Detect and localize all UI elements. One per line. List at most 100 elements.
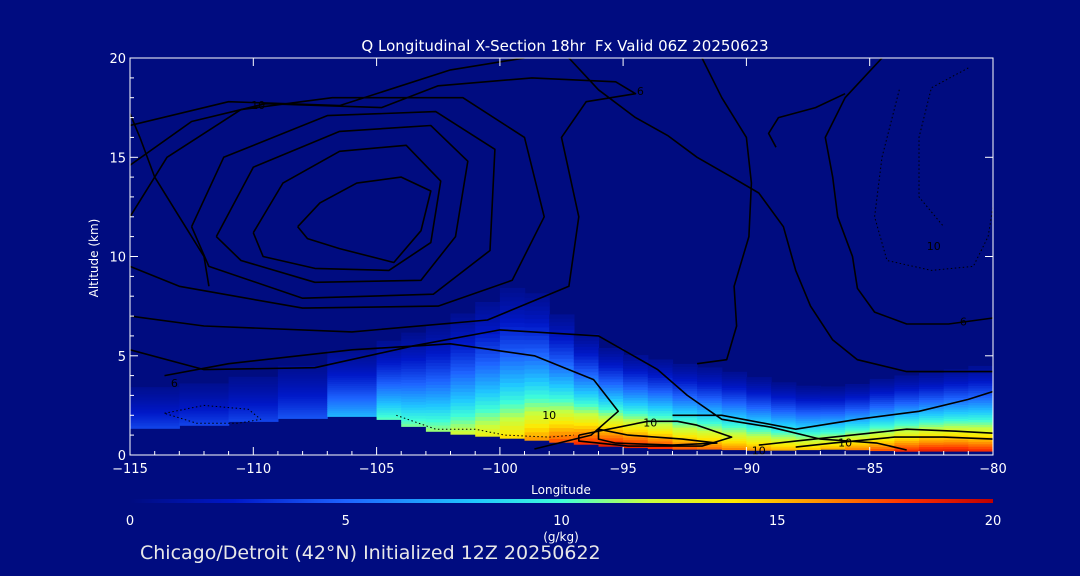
moisture-cell [524, 335, 550, 341]
moisture-cell [573, 340, 600, 344]
moisture-cell [228, 378, 279, 381]
moisture-cell [499, 429, 526, 435]
moisture-cell [845, 393, 871, 396]
moisture-cell [894, 418, 920, 422]
moisture-cell [499, 373, 526, 379]
moisture-cell [549, 394, 575, 399]
moisture-cell [425, 403, 452, 407]
moisture-cell [623, 363, 649, 367]
moisture-cell [425, 390, 452, 395]
moisture-cell [771, 444, 797, 447]
moisture-cell [277, 374, 328, 378]
moisture-cell [573, 409, 600, 414]
moisture-cell [968, 378, 993, 382]
moisture-cell [771, 384, 797, 387]
moisture-cell [647, 372, 674, 376]
moisture-cell [524, 301, 550, 307]
moisture-cell [475, 309, 501, 315]
moisture-cell [869, 387, 895, 390]
moisture-cell [943, 413, 969, 417]
moisture-column [894, 375, 920, 452]
contour-label: 6 [637, 85, 644, 98]
moisture-cell [573, 425, 600, 429]
moisture-cell [228, 376, 279, 379]
moisture-cell [130, 390, 180, 393]
moisture-cell [919, 410, 945, 414]
moisture-cell [376, 412, 402, 416]
moisture-cell [771, 448, 797, 451]
moisture-cell [130, 425, 180, 428]
moisture-column [623, 355, 649, 449]
moisture-cell [130, 393, 180, 396]
moisture-cell [524, 322, 550, 328]
moisture-cell [524, 343, 550, 349]
moisture-cell [869, 380, 895, 384]
moisture-cell [721, 438, 748, 442]
moisture-cell [697, 383, 723, 387]
moisture-cell [746, 435, 772, 439]
moisture-cell [623, 389, 649, 393]
moisture-cell [869, 407, 895, 411]
moisture-cell [327, 389, 378, 393]
moisture-cell [721, 389, 748, 393]
moisture-cell [968, 448, 993, 452]
contour-line [215, 124, 469, 284]
moisture-cell [130, 387, 180, 390]
moisture-column [499, 287, 526, 439]
moisture-cell [401, 376, 427, 380]
moisture-cell [130, 419, 180, 422]
moisture-cell [425, 399, 452, 404]
moisture-cell [968, 421, 993, 425]
moisture-cell [277, 382, 328, 385]
moisture-cell [228, 413, 279, 416]
moisture-cell [968, 417, 993, 420]
moisture-cell [425, 353, 452, 357]
moisture-cell [919, 386, 945, 390]
moisture-cell [697, 416, 723, 420]
moisture-cell [721, 422, 748, 426]
moisture-cell [968, 380, 993, 384]
moisture-cell [376, 388, 402, 392]
y-tick-label: 5 [118, 350, 126, 365]
moisture-cell [647, 415, 674, 419]
moisture-cell [598, 434, 624, 439]
moisture-cell [475, 302, 501, 307]
moisture-cell [647, 379, 674, 383]
moisture-cell [475, 333, 501, 339]
moisture-cell [499, 369, 526, 375]
moisture-cell [475, 384, 501, 390]
moisture-cell [894, 423, 920, 426]
moisture-cell [943, 439, 969, 443]
moisture-cell [919, 417, 945, 421]
contour-line [164, 343, 619, 450]
moisture-cell [721, 405, 748, 408]
moisture-cell [179, 416, 230, 419]
moisture-cell [795, 409, 821, 412]
moisture-cell [450, 324, 476, 329]
moisture-cell [919, 439, 945, 443]
moisture-cell [475, 373, 501, 378]
moisture-cell [672, 410, 698, 414]
moisture-cell [820, 409, 846, 413]
moisture-cell [746, 408, 772, 412]
moisture-cell [228, 414, 279, 418]
moisture-cell [228, 405, 279, 408]
moisture-cell [450, 317, 476, 322]
moisture-cell [894, 425, 920, 428]
moisture-cell [376, 352, 402, 356]
moisture-cell [425, 349, 452, 354]
moisture-cell [919, 377, 945, 381]
moisture-cell [425, 343, 452, 348]
moisture-cell [499, 382, 526, 388]
moisture-cell [450, 363, 476, 368]
chart-title: Q Longitudinal X-Section 18hr Fx Valid 0… [361, 37, 768, 55]
moisture-cell [894, 392, 920, 396]
moisture-cell [869, 432, 895, 435]
moisture-cell [647, 364, 674, 368]
moisture-cell [130, 403, 180, 406]
moisture-cell [475, 353, 501, 358]
moisture-cell [450, 370, 476, 375]
moisture-cell [771, 392, 797, 395]
moisture-cell [943, 395, 969, 398]
moisture-cell [327, 362, 378, 366]
